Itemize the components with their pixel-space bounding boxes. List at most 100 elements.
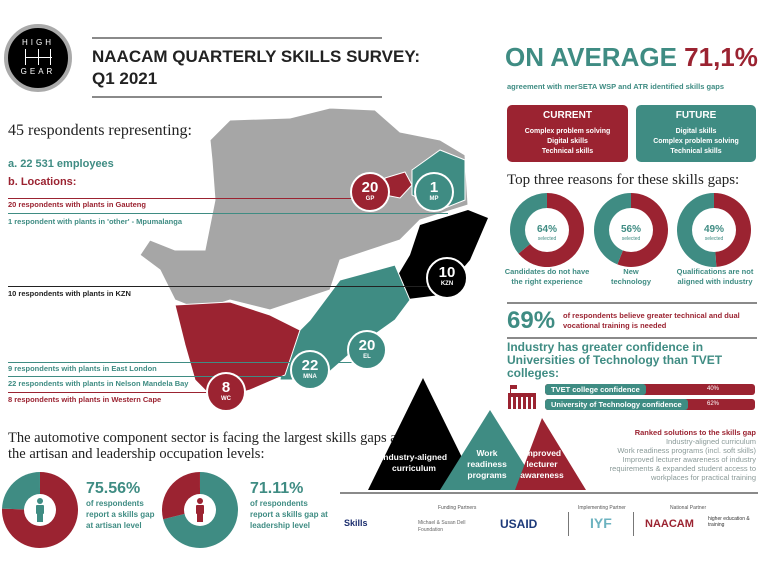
leadership-text: leadership level: [250, 521, 311, 530]
reason-donut-hole: [609, 208, 653, 252]
triangle-label: Industry-aligned curriculum: [380, 452, 448, 473]
map-pin-kzn: 10 KZN: [426, 257, 468, 299]
person-icon: [196, 498, 204, 522]
reason-sub: selected: [538, 236, 557, 242]
reason-value: 49%: [704, 224, 724, 235]
confidence-heading: Industry has greater confidence in Unive…: [507, 340, 723, 380]
national-partner-label: National Partner: [670, 505, 707, 511]
page-title: NAACAM QUARTERLY SKILLS SURVEY: Q1 2021: [92, 46, 420, 90]
title-line-1: NAACAM QUARTERLY SKILLS SURVEY:: [92, 47, 421, 66]
reason-sub: selected: [705, 236, 724, 242]
reason-value: 56%: [621, 224, 641, 235]
map-pin-el: 20 EL: [347, 330, 387, 370]
uot-confidence-bar: University of Technology confidence 62%: [545, 399, 755, 410]
bar-fill: University of Technology confidence: [545, 399, 688, 410]
artisan-stat: 75.56% of respondents report a skills ga…: [86, 480, 154, 531]
employees-count: a. 22 531 employees: [8, 158, 114, 170]
tvet-confidence-bar: TVET college confidence 40%: [545, 384, 755, 395]
current-item: Technical skills: [541, 148, 594, 155]
future-item: Complex problem solving: [653, 138, 739, 145]
average-value: 71,1%: [684, 42, 758, 72]
reason-label: Qualifications are not aligned with indu…: [676, 267, 754, 286]
naacam-logo: NAACAM: [645, 518, 694, 530]
leadership-stat: 71.11% of respondents report a skills ga…: [250, 480, 328, 531]
ranked-item: workplaces for practical training: [650, 473, 756, 482]
ranked-heading: Ranked solutions to the skills gap: [634, 428, 756, 437]
dell-foundation-logo: Michael & Susan Dell Foundation: [418, 520, 466, 533]
usaid-logo: USAID: [500, 517, 538, 531]
reason-label: Candidates do not have the right experie…: [504, 267, 590, 286]
current-item: Complex problem solving: [524, 128, 611, 135]
iyf-logo: IYF: [590, 515, 612, 531]
training-value: 69%: [507, 307, 556, 334]
locations-label: b. Locations:: [8, 176, 77, 188]
future-title: FUTURE: [675, 110, 717, 121]
bar-fill: TVET college confidence: [545, 384, 646, 395]
location-item: 22 respondents with plants in Nelson Man…: [8, 379, 189, 388]
map-pin-mna: 22 MNA: [290, 350, 330, 390]
map-region-gray: [139, 107, 469, 311]
average-prefix: ON AVERAGE: [505, 42, 677, 72]
future-skills-box: FUTURE Digital skills Complex problem so…: [636, 105, 756, 162]
ranked-item: Improved lecturer awareness of industry: [622, 455, 756, 464]
triangle-label: Work readiness programs: [467, 448, 507, 480]
map-pin-wc: 8 WC: [206, 372, 246, 412]
sector-heading: The automotive component sector is facin…: [8, 430, 401, 462]
triangle-label: Improved lecturer awareness: [520, 448, 564, 480]
title-line-2: Q1 2021: [92, 69, 158, 88]
ranked-item: Industry-aligned curriculum: [665, 437, 756, 446]
ranked-item: Work readiness programs (incl. soft skil…: [617, 446, 756, 455]
respondents-heading: 45 respondents representing:: [8, 122, 192, 139]
map-pin-gp: 20 GP: [350, 172, 390, 212]
reason-sub: selected: [622, 236, 641, 242]
implementing-partner-label: Implementing Partner: [578, 505, 626, 511]
location-item: 20 respondents with plants in Gauteng: [8, 200, 146, 209]
person-icon: [36, 498, 44, 522]
funding-partners-label: Funding Partners: [438, 505, 477, 511]
university-building-icon: [508, 385, 536, 409]
dhet-logo: higher education & training: [708, 516, 750, 528]
reason-label: New technology: [610, 267, 651, 286]
ranked-solutions: Ranked solutions to the skills gap Indus…: [588, 428, 756, 482]
training-text: of respondents believe greater technical…: [563, 311, 740, 330]
leadership-value: 71.11%: [250, 480, 304, 497]
reason-donut-hole: [525, 208, 569, 252]
reason-donut-hole: [692, 208, 736, 252]
bar-value: 40%: [707, 386, 720, 392]
logo-text-bottom: GEAR: [20, 67, 56, 76]
triangle-red: [515, 418, 586, 490]
average-headline: ON AVERAGE 71,1%: [505, 42, 758, 73]
artisan-text: at artisan level: [86, 521, 142, 530]
high-gear-logo: HIGH GEAR: [4, 24, 72, 92]
skills-logo: Skills: [344, 518, 368, 528]
sector-donuts: [1, 472, 238, 548]
average-subtitle: agreement with merSETA WSP and ATR ident…: [507, 82, 724, 91]
map-pin-mp: 1 MP: [414, 172, 454, 212]
solutions-triangles: [368, 378, 586, 490]
bar-label: University of Technology confidence: [551, 400, 682, 409]
reason-value: 64%: [537, 224, 557, 235]
bar-label: TVET college confidence: [551, 385, 640, 394]
logo-text-top: HIGH: [22, 38, 54, 47]
map-region-kzn: [395, 210, 488, 300]
bar-value: 62%: [707, 401, 720, 407]
gear-shift-icon: [25, 49, 52, 65]
location-item: 10 respondents with plants in KZN: [8, 289, 131, 298]
location-item: 1 respondent with plants in 'other' - Mp…: [8, 217, 182, 226]
location-item: 9 respondents with plants in East London: [8, 364, 157, 373]
ranked-item: requirements & expanded student access t…: [609, 464, 756, 473]
triangle-teal: [440, 410, 540, 490]
artisan-text: of respondents: [86, 499, 144, 508]
artisan-value: 75.56%: [86, 480, 141, 497]
location-item: 8 respondents with plants in Western Cap…: [8, 395, 162, 404]
reasons-heading: Top three reasons for these skills gaps:: [507, 172, 740, 188]
future-item: Technical skills: [670, 148, 722, 155]
leadership-text: report a skills gap at: [250, 510, 328, 519]
current-skills-box: CURRENT Complex problem solving Digital …: [507, 105, 628, 162]
triangle-black: [368, 378, 478, 490]
artisan-text: report a skills gap: [86, 510, 155, 519]
current-title: CURRENT: [543, 110, 592, 121]
leadership-text: of respondents: [250, 499, 308, 508]
current-item: Digital skills: [547, 138, 588, 145]
